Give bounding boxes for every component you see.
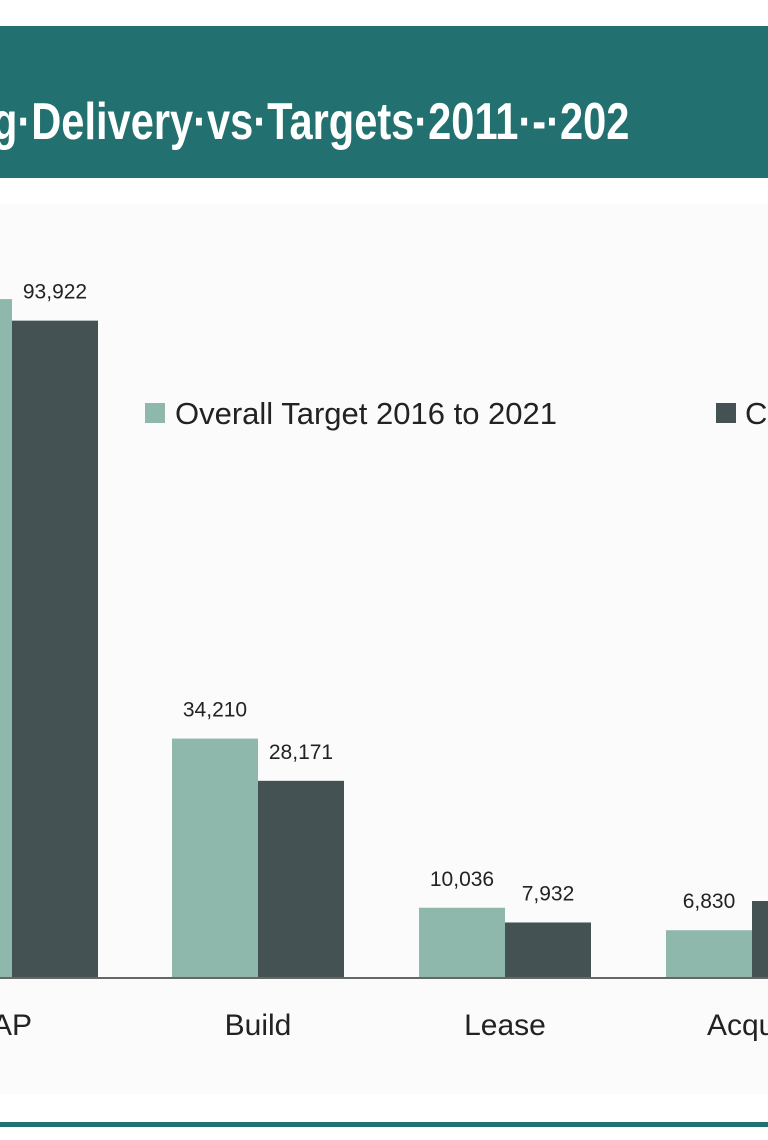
data-label: 7,932 (522, 882, 575, 905)
data-label: 6,830 (683, 890, 736, 913)
category-label: Lease (464, 1009, 546, 1042)
data-label: 93,922 (23, 281, 87, 304)
title-banner: g·Delivery·vs·Targets·2011·-·202 (0, 26, 768, 178)
bar-delivered-acquis (752, 901, 768, 978)
data-label: 34,210 (183, 699, 247, 722)
bottom-rule (0, 1122, 768, 1127)
bar-target-acquis (666, 930, 752, 978)
data-label: 28,171 (269, 741, 333, 764)
bar-target-lease (419, 907, 505, 978)
category-label: Acquis (707, 1009, 768, 1042)
bar-delivered-lease (505, 922, 591, 978)
bar-delivered-ap (12, 320, 98, 979)
legend-label: Cu (745, 396, 768, 431)
bar-target-build (172, 738, 258, 978)
bar-target-ap (0, 299, 12, 978)
data-label: 10,036 (430, 868, 494, 891)
legend-label: Overall Target 2016 to 2021 (175, 396, 557, 431)
legend-swatch (716, 403, 736, 423)
chart-title: g·Delivery·vs·Targets·2011·-·202 (0, 93, 630, 151)
bar-delivered-build (258, 780, 344, 978)
category-label: AP (0, 1009, 32, 1042)
category-label: Build (225, 1009, 292, 1042)
legend-swatch (145, 403, 165, 423)
plot-area (0, 204, 768, 1094)
